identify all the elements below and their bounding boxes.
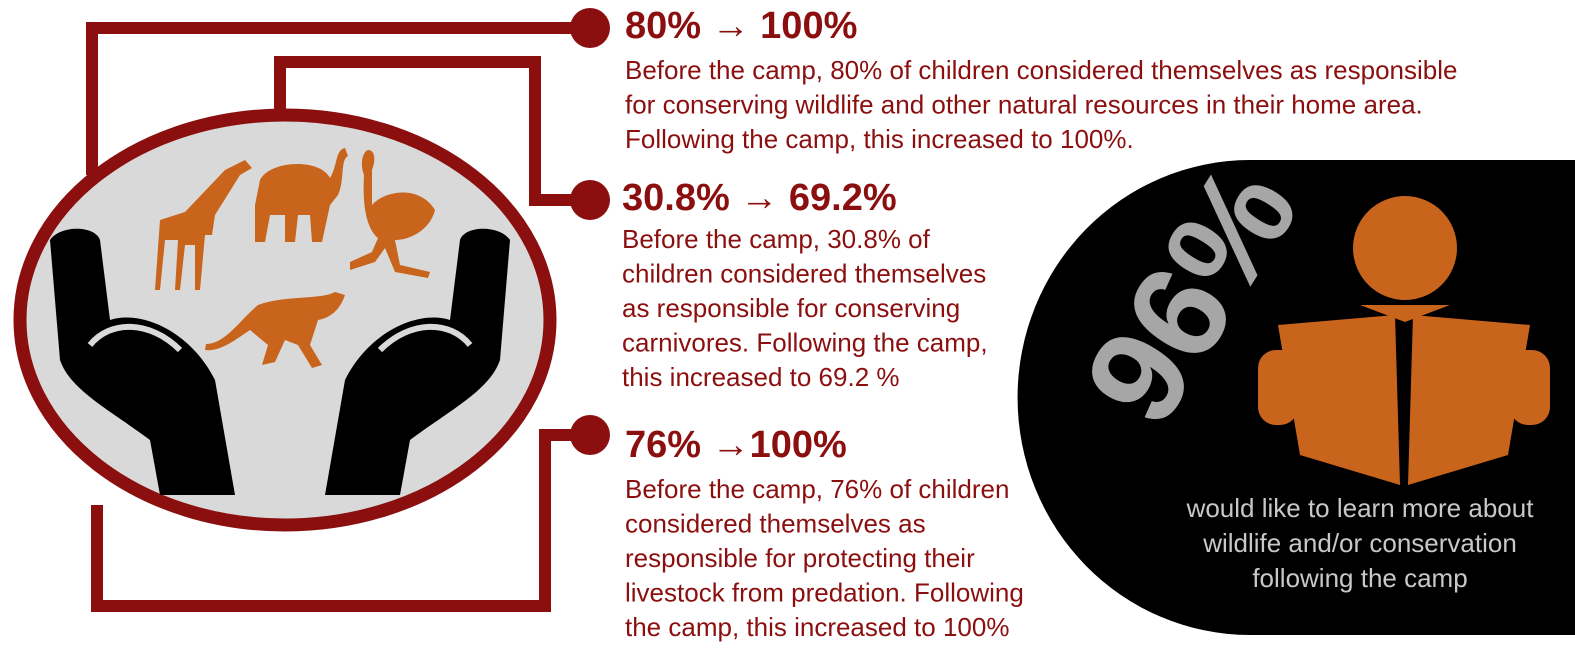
caption: would like to learn more about [1186,493,1535,523]
infographic: 96% 80% → 100%Before the camp, 80% of ch… [0,0,1575,648]
item-text: Following the camp, this increased to 10… [625,124,1134,154]
item-text: considered themselves as [625,508,926,538]
item-text: for conserving wildlife and other natura… [625,89,1423,119]
item-text: responsible for protecting their [625,543,975,573]
item-text: as responsible for conserving [622,293,960,323]
caption: following the camp [1252,563,1467,593]
item-heading: 76% →100% [625,424,847,466]
item-text: children considered themselves [622,258,986,288]
item-text: Before the camp, 76% of children [625,474,1009,504]
dot [570,415,610,455]
item-text: livestock from predation. Following [625,577,1024,607]
item-text: carnivores. Following the camp, [622,327,988,357]
item-heading: 30.8% → 69.2% [622,177,897,219]
item-text: the camp, this increased to 100% [625,612,1009,642]
item-text: Before the camp, 80% of children conside… [625,55,1457,85]
dot [570,180,610,220]
dot [570,8,610,48]
head [1353,196,1457,300]
item-heading: 80% → 100% [625,5,857,47]
hand [1258,350,1298,425]
item-text: Before the camp, 30.8% of [622,224,931,254]
dots [570,8,610,455]
caption: wildlife and/or conservation [1202,528,1517,558]
hand [1510,350,1550,425]
item-text: this increased to 69.2 % [622,362,900,392]
